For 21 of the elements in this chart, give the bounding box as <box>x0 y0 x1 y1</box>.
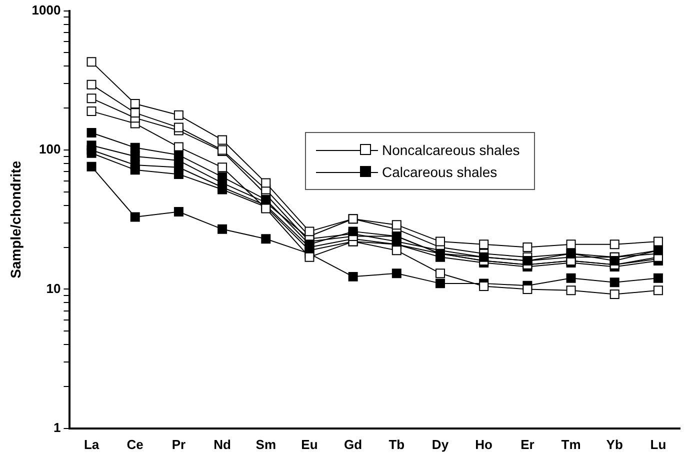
x-tick-label: Lu <box>650 436 666 452</box>
x-tick-label: Er <box>520 436 534 452</box>
x-tick-label: Tb <box>388 436 405 452</box>
x-tick-label: Ce <box>126 436 144 452</box>
y-tick-label: 1 <box>53 420 61 435</box>
x-tick-label: Nd <box>214 436 232 452</box>
legend-label: Noncalcareous shales <box>382 142 520 158</box>
y-tick-label: 1000 <box>32 2 61 18</box>
y-tick-label: 100 <box>39 142 61 157</box>
x-tick-label: Gd <box>344 436 362 452</box>
x-tick-label: Tm <box>561 436 581 452</box>
x-tick-label: Pr <box>172 436 186 452</box>
x-tick-label: La <box>84 436 100 452</box>
x-tick-label: Ho <box>475 436 493 452</box>
legend-label: Calcareous shales <box>382 164 498 180</box>
x-tick-label: Eu <box>301 436 318 452</box>
x-tick-label: Sm <box>256 436 276 452</box>
x-tick-label: Yb <box>606 436 623 452</box>
x-tick-label: Dy <box>432 436 450 452</box>
y-tick-label: 10 <box>46 280 61 296</box>
y-axis-title: Sample/chondrite <box>7 160 24 278</box>
